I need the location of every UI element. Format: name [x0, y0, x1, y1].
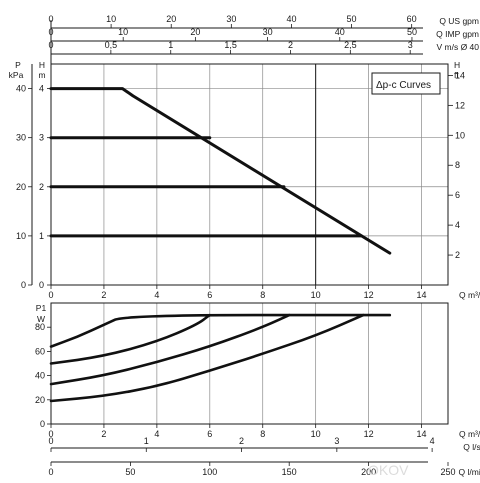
extra-axis-unit: Q l/s	[463, 442, 480, 452]
x-axis-unit: Q m³/h	[459, 290, 480, 300]
power-curve-2	[49, 313, 212, 365]
ft-tick-label: 8	[455, 160, 460, 170]
extra-axis-tick-label: 3	[334, 436, 339, 446]
top-axis-tick-label: 40	[286, 14, 296, 24]
power-x-tick-label: 4	[154, 429, 159, 439]
grid-layer	[51, 64, 448, 424]
extra-axis-tick-label: 150	[282, 467, 297, 477]
power-x-tick-label: 14	[417, 429, 427, 439]
kpa-tick-label: 20	[16, 182, 26, 192]
kpa-axis-label: P	[15, 60, 21, 70]
top-axis-tick-label: 60	[407, 14, 417, 24]
m-tick-label: 4	[39, 84, 44, 94]
power-x-tick-label: 8	[260, 429, 265, 439]
extra-axis-tick-label: 250	[440, 467, 455, 477]
power-tick-label: 80	[35, 322, 45, 332]
extra-axis-tick-label: 2	[239, 436, 244, 446]
m-tick-label: 3	[39, 133, 44, 143]
legend-label: Δp-c Curves	[376, 80, 431, 91]
extra-axis-tick-label: 0	[48, 467, 53, 477]
x-tick-label: 4	[154, 290, 159, 300]
top-axis-tick-label: 10	[106, 14, 116, 24]
x-tick-label: 8	[260, 290, 265, 300]
top-axis-tick-label: 1,5	[224, 40, 237, 50]
extra-axis-tick-label: 100	[202, 467, 217, 477]
extra-axis-tick-label: 4	[430, 436, 435, 446]
extra-axis-tick-label: 1	[144, 436, 149, 446]
power-x-tick-label: 6	[207, 429, 212, 439]
power-tick-label: 0	[40, 419, 45, 429]
power-x-axis-unit: Q m³/h	[459, 429, 480, 439]
ft-axis-unit: ft	[454, 70, 459, 80]
power-axis-unit: W	[37, 314, 45, 324]
kpa-tick-label: 40	[16, 84, 26, 94]
top-axis-tick-label: 30	[226, 14, 236, 24]
top-axis-tick-label: 2	[288, 40, 293, 50]
power-x-tick-label: 0	[48, 429, 53, 439]
head-curve-4	[49, 87, 392, 255]
top-axis-tick-label: 0,5	[105, 40, 118, 50]
x-tick-label: 14	[417, 290, 427, 300]
axes-layer	[28, 20, 453, 466]
extra-axis-tick-label: 50	[125, 467, 135, 477]
ft-tick-label: 4	[455, 220, 460, 230]
top-axis-tick-label: 50	[407, 27, 417, 37]
top-axis-tick-label: 0	[48, 27, 53, 37]
power-tick-label: 60	[35, 346, 45, 356]
power-tick-label: 40	[35, 371, 45, 381]
power-curve-1	[49, 313, 392, 348]
power-axis-label: P1	[36, 303, 47, 313]
top-axis-tick-label: 0	[48, 14, 53, 24]
top-axis-tick-label: 40	[335, 27, 345, 37]
top-axis-unit: Q US gpm	[439, 16, 479, 26]
kpa-axis-unit: kPa	[9, 70, 24, 80]
x-tick-label: 10	[311, 290, 321, 300]
top-axis-tick-label: 30	[263, 27, 273, 37]
top-axis-tick-label: 1	[168, 40, 173, 50]
top-axis-tick-label: 50	[347, 14, 357, 24]
power-curve-3	[49, 313, 291, 386]
top-axis-tick-label: 2,5	[344, 40, 357, 50]
x-tick-label: 0	[48, 290, 53, 300]
kpa-tick-label: 10	[16, 231, 26, 241]
top-axis-unit: Q IMP gpm	[436, 29, 479, 39]
extra-axis-unit: Q l/min	[459, 467, 480, 477]
top-axis-tick-label: 20	[166, 14, 176, 24]
legend: Δp-c Curves	[371, 72, 441, 95]
top-axis-tick-label: 20	[190, 27, 200, 37]
head-plot-frame	[50, 63, 449, 286]
ft-tick-label: 10	[455, 130, 465, 140]
extra-axis-tick-label: 200	[361, 467, 376, 477]
top-axis-unit: V m/s Ø 40	[436, 42, 479, 52]
m-tick-label: 1	[39, 231, 44, 241]
ft-tick-label: 12	[455, 100, 465, 110]
m-tick-label: 2	[39, 182, 44, 192]
power-tick-label: 20	[35, 395, 45, 405]
curves-layer	[49, 87, 392, 403]
ft-tick-label: 2	[455, 250, 460, 260]
power-x-tick-label: 12	[364, 429, 374, 439]
top-axis-tick-label: 3	[408, 40, 413, 50]
legend-box	[371, 72, 441, 95]
m-axis-unit: m	[38, 70, 45, 80]
top-axis-tick-label: 10	[118, 27, 128, 37]
top-axis-tick-label: 0	[48, 40, 53, 50]
extra-axis-tick-label: 0	[48, 436, 53, 446]
x-tick-label: 12	[364, 290, 374, 300]
m-tick-label: 0	[39, 280, 44, 290]
power-x-tick-label: 10	[311, 429, 321, 439]
ft-tick-label: 6	[455, 190, 460, 200]
power-curve-4	[49, 313, 365, 403]
m-axis-label: H	[39, 60, 45, 70]
power-x-tick-label: 2	[101, 429, 106, 439]
x-tick-label: 6	[207, 290, 212, 300]
watermark: OKOV	[368, 462, 409, 478]
kpa-tick-label: 0	[21, 280, 26, 290]
x-tick-label: 2	[101, 290, 106, 300]
kpa-tick-label: 30	[16, 133, 26, 143]
ft-axis-label: H	[454, 60, 460, 70]
ft-tick-label: 14	[455, 70, 465, 80]
